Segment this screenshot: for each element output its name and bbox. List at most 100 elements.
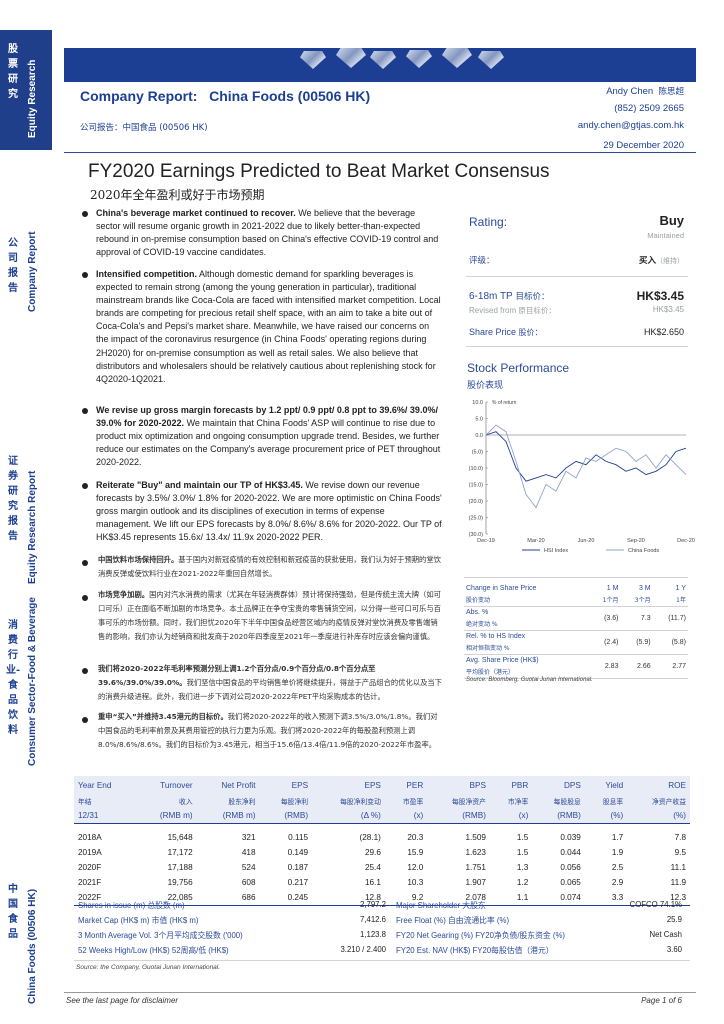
change-header-1y: 1 Y <box>675 584 686 592</box>
stat-label: Free Float (%) 自由流通比率 (%) <box>396 916 510 925</box>
bullet-zh-reiterate: 重申“买入”并维持3.45港元的目标价。我们将2020-2022年的收入预测下调… <box>98 710 444 762</box>
fin-unit-cell: 12/31 <box>78 811 99 821</box>
chart-ylabel: % of return <box>492 400 517 406</box>
chart-xtick-label: Mar-20 <box>527 538 544 544</box>
fin-unit-cell: (x) <box>518 811 529 821</box>
chart-xtick-label: Dec-20 <box>677 538 695 544</box>
page-title-zh: 2020年全年盈利或好于市场预期 <box>90 188 265 202</box>
bullet-zh-recovery-lead: 中国饮料市场保持回升。 <box>98 555 179 564</box>
bullet-marker <box>82 408 88 414</box>
change-table-header-zh: 股价变动 1个月 3个月 1年 <box>464 594 688 606</box>
change-cell: 7.3 <box>640 614 651 622</box>
bullet-reiterate-text: We revise down our revenue forecasts by … <box>96 480 442 543</box>
fin-cell: 22,085 <box>167 893 193 903</box>
rating-value-zh: 买入 <box>638 256 656 266</box>
bullet-recovery-lead: China's beverage market continued to rec… <box>96 208 296 218</box>
sidebar-sector-zh: 消费行业-食品饮料 <box>6 620 21 736</box>
fin-cell: 17,188 <box>167 863 193 873</box>
chart-xtick-label: Sep-20 <box>627 538 645 544</box>
rating-value: Buy <box>659 213 684 228</box>
change-row-rel-zh: 相对恒指变动 % <box>464 642 688 654</box>
change-table: Change in Share Price 1 M 3 M 1 Y 股价变动 1… <box>464 582 688 679</box>
stat-label: 52 Weeks High/Low (HK$) 52周高/低 (HK$) <box>78 946 229 955</box>
fin-cell: 11.1 <box>670 863 686 873</box>
chart-ytick-label: (5.0) <box>472 450 483 456</box>
fin-header-cell: DPS <box>564 781 581 791</box>
fin-cell: 0.074 <box>560 893 581 903</box>
bullet-competition: Intensified competition. Although domest… <box>96 268 442 398</box>
fin-cell: 2022F <box>78 893 102 903</box>
change-cell: (11.7) <box>668 614 686 622</box>
chart-ytick-label: (30.0) <box>469 532 484 538</box>
bullet-marker <box>82 717 88 723</box>
fin-cell: 7.8 <box>674 832 686 842</box>
bullet-competition-lead: Intensified competition. <box>96 269 198 279</box>
analyst-line: Andy Chen 陈思超 <box>606 85 684 97</box>
fin-header-cell-zh: 每股净利变动 <box>340 797 381 806</box>
change-cell: 2.66 <box>637 662 651 670</box>
sidebar-equity-box: 股票研究 Equity Research <box>0 30 52 150</box>
fin-cell: 0.065 <box>560 878 581 888</box>
footer-disclaimer[interactable]: See the last page for disclaimer <box>66 996 179 1005</box>
bullet-zh-competition: 市场竞争加剧。国内对汽水消费的需求（尤其在年轻消费群体）预计将保持强劲，但是传统… <box>98 588 444 660</box>
change-cell: (5.8) <box>671 638 686 646</box>
revised-label-line: Revised from 原目标价： <box>469 305 556 316</box>
fin-cell: 1.9 <box>611 847 624 857</box>
fin-cell: 0.115 <box>288 832 309 842</box>
report-type: Company Report: <box>80 88 198 104</box>
fin-header-cell: EPS <box>291 781 309 791</box>
tp-value: HK$3.45 <box>636 289 684 303</box>
chart-legend-label: China Foods <box>628 548 659 554</box>
chart-ytick-label: (20.0) <box>469 499 484 505</box>
fin-header-cell-zh: 每股净利 <box>280 797 309 806</box>
price-divider <box>466 346 688 347</box>
diamond-icon <box>442 48 472 68</box>
fin-cell: 12.0 <box>407 863 424 873</box>
fin-table-header-bg <box>74 776 690 824</box>
fin-header-cell-zh: 市净率 <box>507 797 529 806</box>
sidebar-report-en: Equity Research Report <box>27 470 38 584</box>
fin-unit-cell: (RMB) <box>557 811 581 821</box>
analyst-name-zh: 陈思超 <box>658 87 684 97</box>
change-row-abs: Abs. % (3.6) 7.3 (11.7) <box>464 606 688 622</box>
fin-cell: 16.1 <box>364 878 381 888</box>
bullet-marker <box>82 211 88 217</box>
stat-value: 25.9 <box>666 915 682 924</box>
fin-unit-cell: (RMB) <box>462 811 486 821</box>
financial-table: Year End Turnover Net Profit EPS EPS PER… <box>74 778 690 906</box>
change-header-3m: 3 M <box>638 584 651 592</box>
diamond-icon <box>300 51 326 69</box>
fin-row-2018a: 2018A 15,648 321 0.115 (28.1) 20.3 1.509 1.5 0.0… <box>74 830 690 845</box>
analyst-email[interactable]: andy.chen@gtjas.com.hk <box>577 120 684 131</box>
bullet-zh-gross-margin: 我们将2020-2022年毛利率预测分别上调1.2个百分点/0.9个百分点/0.… <box>98 662 444 706</box>
fin-cell: 15.9 <box>407 847 424 857</box>
analyst-name: Andy Chen <box>606 86 654 97</box>
stat-label: FY20 Net Gearing (%) FY20净负债/股东资金 (%) <box>396 931 565 940</box>
fin-header-cell-zh: 股东净利 <box>228 797 256 806</box>
fin-cell: 1.623 <box>465 847 486 857</box>
revised-value: HK$3.45 <box>652 305 684 314</box>
rating-status: Maintained <box>647 231 684 240</box>
fin-cell: 0.245 <box>287 893 309 903</box>
fin-cell: 1.907 <box>465 878 486 888</box>
fin-cell: 0.149 <box>287 847 309 857</box>
fin-cell: 0.044 <box>560 847 581 857</box>
fin-cell: 0.217 <box>287 878 309 888</box>
stat-value: 2,797.2 <box>359 900 386 909</box>
fin-header-cell-zh: 净资产收益 <box>652 797 686 806</box>
fin-cell: 12.3 <box>670 893 686 903</box>
fin-cell: 1.2 <box>516 878 529 888</box>
page-title: FY2020 Earnings Predicted to Beat Market… <box>88 161 550 182</box>
change-header-label: Change in Share Price <box>466 584 537 592</box>
report-date: 29 December 2020 <box>603 140 684 151</box>
fin-cell: 1.751 <box>465 863 486 873</box>
rating-value-zh-line: 买入（维持） <box>639 254 684 266</box>
stat-value: COFCO 74.1% <box>629 900 682 909</box>
fin-header-cell-zh: 收入 <box>179 797 193 806</box>
fin-cell: 1.7 <box>611 832 624 842</box>
fin-header-cell: Net Profit <box>221 781 256 791</box>
fin-unit-cell: (%) <box>610 811 624 821</box>
bullet-competition-text: Although domestic demand for sparkling b… <box>96 269 441 384</box>
sidebar: 股票研究 Equity Research 公司报告 Company Report… <box>0 0 52 1024</box>
stat-value: 3.60 <box>666 945 682 954</box>
